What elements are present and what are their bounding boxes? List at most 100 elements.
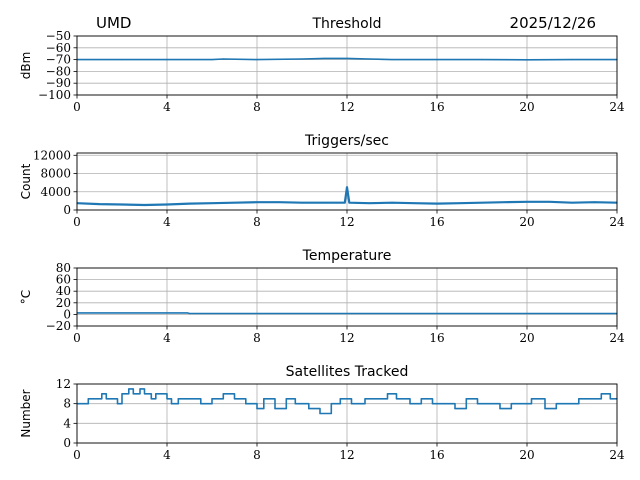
satellites-point: [578, 398, 580, 400]
threshold-series-line: [77, 57, 617, 61]
triggers-point: [593, 201, 596, 203]
satellites-ytick-label: 4: [63, 416, 71, 430]
triggers-point: [121, 203, 123, 206]
satellites-xtick-label: 16: [429, 448, 444, 462]
triggers-point: [188, 203, 191, 205]
triggers-xtick-label: 12: [339, 215, 354, 229]
triggers-ytick-label: 12000: [33, 148, 71, 162]
satellites-point: [105, 398, 107, 400]
satellites-xtick-label: 0: [73, 448, 81, 462]
satellites-title: Satellites Tracked: [286, 364, 409, 380]
threshold-point: [368, 58, 371, 60]
satellites-ytick-label: 0: [63, 436, 71, 450]
threshold-xtick-label: 16: [429, 100, 444, 114]
threshold-ytick-label: −100: [38, 88, 71, 102]
satellites-point: [222, 393, 224, 395]
triggers-point: [256, 201, 258, 203]
threshold-xtick-label: 24: [609, 100, 625, 114]
triggers-point: [344, 202, 346, 204]
temperature-xtick-label: 20: [519, 331, 534, 345]
triggers-point: [233, 202, 236, 204]
satellites-point: [499, 407, 501, 410]
satellites-point: [116, 403, 119, 405]
threshold-point: [121, 59, 123, 61]
threshold-point: [346, 57, 348, 60]
temperature-xtick-label: 0: [73, 331, 81, 345]
threshold-xtick-label: 4: [163, 100, 171, 114]
satellites-point: [92, 398, 94, 400]
threshold-title: Threshold: [312, 16, 382, 32]
threshold-ytick-label: −50: [46, 29, 71, 43]
threshold-ytick-label: −80: [46, 64, 71, 78]
satellites-point: [375, 398, 377, 400]
triggers-point: [323, 202, 326, 204]
satellites-point: [609, 398, 611, 400]
threshold-xtick-label: 8: [253, 100, 261, 114]
header-site: UMD: [96, 14, 131, 32]
satellites-point: [166, 398, 168, 400]
satellites-point: [476, 403, 479, 405]
triggers-point: [98, 203, 101, 205]
threshold-ylabel: dBm: [19, 52, 33, 80]
satellites-point: [544, 407, 546, 410]
triggers-point: [458, 202, 461, 204]
temperature-xtick-label: 4: [163, 331, 171, 345]
threshold-point: [526, 59, 528, 61]
threshold-xtick-label: 0: [73, 100, 81, 114]
panel-satellites: Satellites Tracked Number 0 4 8 12 16 20 24 0 4 8 12: [19, 364, 625, 462]
triggers-xtick-label: 20: [519, 215, 534, 229]
satellites-point: [386, 393, 389, 395]
satellites-point: [177, 398, 179, 400]
triggers-point: [548, 201, 551, 203]
panel-triggers: Triggers/sec Count 0 4 8 12 16 20 24 0 4000 8000 120…: [19, 133, 625, 229]
threshold-point: [571, 59, 573, 61]
temperature-title: Temperature: [302, 248, 392, 264]
triggers-xtick-label: 0: [73, 215, 81, 229]
satellites-point: [488, 403, 490, 405]
triggers-point: [166, 203, 168, 206]
panel-threshold: Threshold dBm 0 4 8 12 16 20 24 −50−60−70−80−90−1…: [19, 16, 625, 114]
satellites-point: [409, 403, 411, 405]
satellites-point: [101, 393, 103, 395]
triggers-title: Triggers/sec: [304, 133, 389, 149]
triggers-frame: [76, 152, 618, 211]
header-date: 2025/12/26: [510, 14, 596, 32]
satellites-point: [519, 403, 521, 405]
satellites-point: [339, 398, 341, 400]
triggers-point: [301, 202, 303, 204]
satellites-point: [510, 403, 512, 405]
temperature-ytick-label: 0: [63, 307, 71, 321]
satellites-point: [121, 393, 123, 395]
satellites-point: [319, 412, 321, 415]
satellites-point: [139, 388, 141, 390]
satellites-point: [294, 403, 296, 405]
temperature-frame: [76, 267, 618, 327]
triggers-point: [211, 202, 213, 204]
threshold-point: [222, 58, 224, 60]
satellites-xtick-label: 8: [253, 448, 261, 462]
threshold-xtick-label: 20: [519, 100, 534, 114]
temperature-point: [186, 312, 188, 314]
satellites-point: [150, 398, 152, 400]
satellites-frame: [76, 383, 618, 444]
satellites-point: [600, 393, 602, 395]
satellites-point: [431, 403, 434, 405]
triggers-point: [348, 202, 350, 204]
satellites-point: [465, 398, 467, 400]
temperature-ytick-label: −20: [46, 319, 71, 333]
threshold-point: [391, 59, 393, 61]
satellites-ytick-label: 8: [63, 397, 71, 411]
triggers-point: [481, 202, 483, 204]
triggers-xtick-label: 4: [163, 215, 171, 229]
temperature-point: [188, 312, 191, 315]
temperature-xtick-label: 16: [429, 331, 444, 345]
triggers-xtick-label: 24: [609, 215, 625, 229]
satellites-point: [285, 398, 287, 400]
satellites-point: [330, 403, 332, 405]
triggers-point: [503, 201, 506, 203]
satellites-point: [454, 407, 456, 410]
threshold-xtick-label: 12: [339, 100, 354, 114]
satellites-ytick-label: 12: [56, 377, 71, 391]
threshold-point: [481, 59, 483, 61]
satellites-point: [350, 403, 353, 405]
